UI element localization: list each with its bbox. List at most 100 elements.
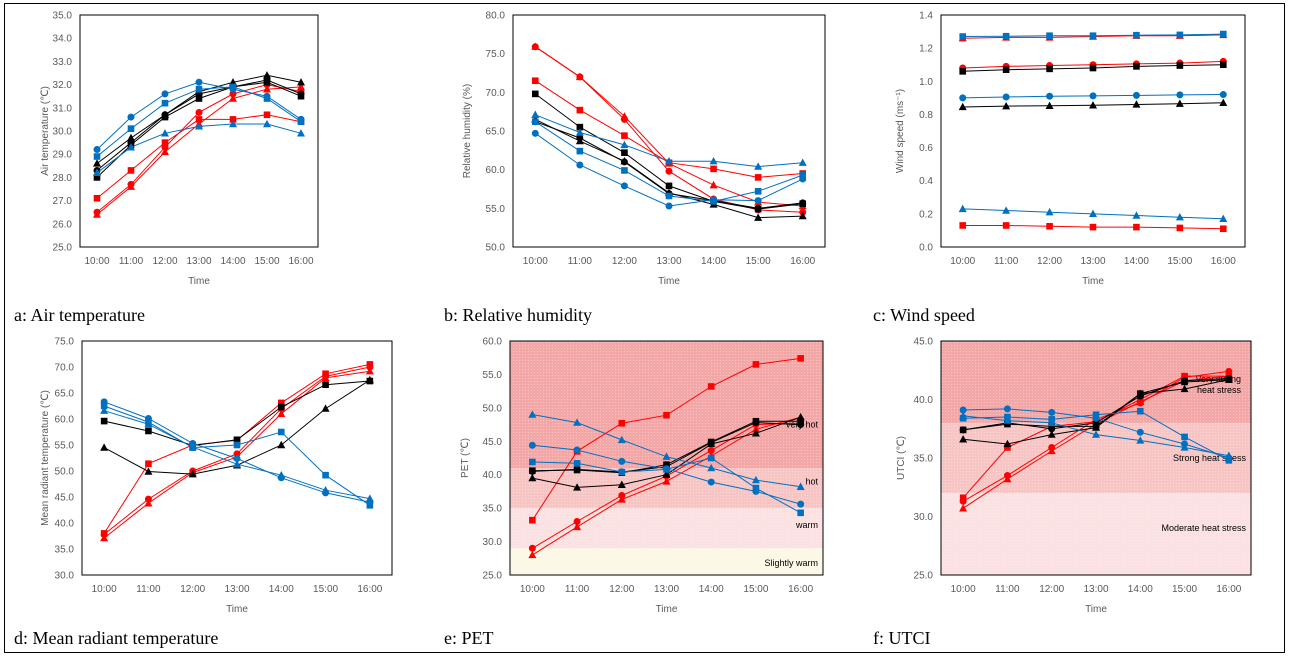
data-point-square — [618, 419, 626, 427]
data-point-triangle — [161, 129, 169, 137]
data-point-triangle — [528, 550, 537, 559]
data-point-square — [233, 441, 241, 449]
x-tick-label: 14:00 — [269, 584, 294, 595]
series-black-triangle — [528, 413, 805, 491]
data-point-circle — [959, 94, 967, 102]
y-tick-label: 45.0 — [914, 337, 934, 348]
y-tick-label: 28.0 — [53, 173, 73, 184]
y-tick-label: 29.0 — [53, 150, 73, 161]
y-tick-label: 25.0 — [53, 243, 73, 254]
y-tick-label: 55.0 — [55, 441, 75, 452]
x-axis-title: Time — [658, 276, 680, 287]
data-point-triangle — [1045, 101, 1054, 110]
data-point-triangle — [575, 136, 584, 145]
x-tick-label: 13:00 — [656, 256, 681, 267]
data-point-square — [1046, 65, 1053, 73]
data-point-square — [127, 167, 135, 174]
data-point-triangle — [662, 470, 671, 478]
data-point-square — [195, 85, 203, 93]
data-point-circle — [573, 518, 581, 526]
data-point-square — [263, 111, 271, 119]
y-tick-label: 80.0 — [486, 11, 506, 22]
y-tick-label: 50.0 — [55, 467, 75, 478]
series-red-square — [959, 222, 1227, 233]
data-point-triangle — [531, 42, 540, 50]
data-point-triangle — [1180, 443, 1189, 451]
data-point-square — [797, 355, 804, 362]
data-point-triangle — [707, 463, 716, 472]
zone-label: Slightly warm — [764, 558, 818, 568]
y-tick-label: 65.0 — [55, 389, 75, 400]
series-line — [96, 86, 302, 215]
panel-d: 30.0 35.0 40.0 45.0 50.0 55.0 60.0 65.0 70.0 75.0… — [14, 337, 393, 648]
data-point-triangle — [573, 522, 582, 531]
x-tick-label: 12:00 — [152, 256, 177, 267]
series-line — [535, 46, 803, 207]
data-point-square — [1176, 224, 1184, 232]
y-tick-label: 1.0 — [919, 77, 933, 88]
data-point-triangle — [1092, 423, 1100, 431]
y-tick-label: 45.0 — [483, 437, 503, 448]
data-point-circle — [1048, 425, 1056, 433]
series-blue-circle — [531, 129, 807, 210]
data-point-square — [366, 502, 374, 509]
data-point-square — [531, 118, 539, 126]
data-point-triangle — [188, 469, 197, 478]
data-point-triangle — [1136, 397, 1145, 406]
data-point-triangle — [1089, 101, 1097, 109]
data-point-circle — [573, 465, 581, 473]
x-tick-label: 16:00 — [1211, 256, 1236, 267]
data-point-square — [1219, 61, 1227, 69]
data-point-circle — [263, 92, 271, 100]
x-tick-label: 15:00 — [1167, 256, 1192, 267]
plot-area — [81, 340, 393, 576]
data-point-square — [529, 458, 536, 466]
data-point-triangle — [127, 143, 135, 151]
data-point-triangle — [100, 443, 109, 451]
data-point-square — [797, 509, 804, 517]
data-point-triangle — [365, 375, 374, 384]
data-point-triangle — [1002, 101, 1011, 110]
data-point-square — [1181, 433, 1188, 441]
panel-caption: f: UTCI — [873, 628, 931, 648]
series-blue-triangle — [528, 410, 805, 490]
panel-c: 0.0 0.2 0.4 0.6 0.8 1.0 1.2 1.4 10:00 11:00 12:00 1… — [873, 11, 1246, 325]
panel-a: 25.0 26.0 27.0 28.0 29.0 30.0 31.0 32.0 33.0 34.0… — [14, 11, 319, 325]
data-point-triangle — [798, 158, 807, 166]
data-point-triangle — [617, 495, 626, 503]
data-point-square — [621, 132, 628, 139]
y-tick-label: 0.4 — [919, 176, 933, 187]
x-tick-label: 10:00 — [950, 256, 975, 267]
data-point-square — [93, 194, 101, 202]
data-point-circle — [754, 204, 762, 212]
y-tick-label: 55.0 — [486, 204, 506, 215]
y-tick-label: 40.0 — [55, 519, 75, 530]
data-point-square — [531, 77, 539, 85]
y-tick-label: 55.0 — [483, 370, 503, 381]
data-point-circle — [959, 426, 967, 434]
data-point-square — [531, 90, 539, 98]
data-point-circle — [707, 478, 715, 486]
data-point-square — [754, 174, 762, 181]
x-tick-label: 10:00 — [84, 256, 109, 267]
data-point-square — [959, 494, 967, 502]
data-point-triangle — [707, 439, 716, 448]
data-point-square — [93, 153, 101, 160]
data-point-triangle — [297, 78, 305, 86]
data-point-triangle — [100, 533, 109, 542]
data-point-triangle — [528, 473, 537, 482]
data-point-square — [1176, 62, 1184, 69]
data-point-square — [322, 381, 329, 388]
data-point-square — [754, 188, 762, 195]
y-tick-label: 35.0 — [55, 545, 75, 556]
data-point-circle — [710, 196, 718, 204]
data-point-triangle — [751, 429, 760, 437]
data-point-triangle — [709, 180, 718, 189]
x-axis-title: Time — [1082, 276, 1104, 287]
data-point-circle — [959, 497, 967, 505]
x-tick-label: 13:00 — [1080, 256, 1105, 267]
x-tick-label: 16:00 — [357, 584, 382, 595]
data-point-circle — [195, 108, 203, 116]
data-point-triangle — [617, 480, 626, 488]
data-point-triangle — [1132, 100, 1141, 108]
